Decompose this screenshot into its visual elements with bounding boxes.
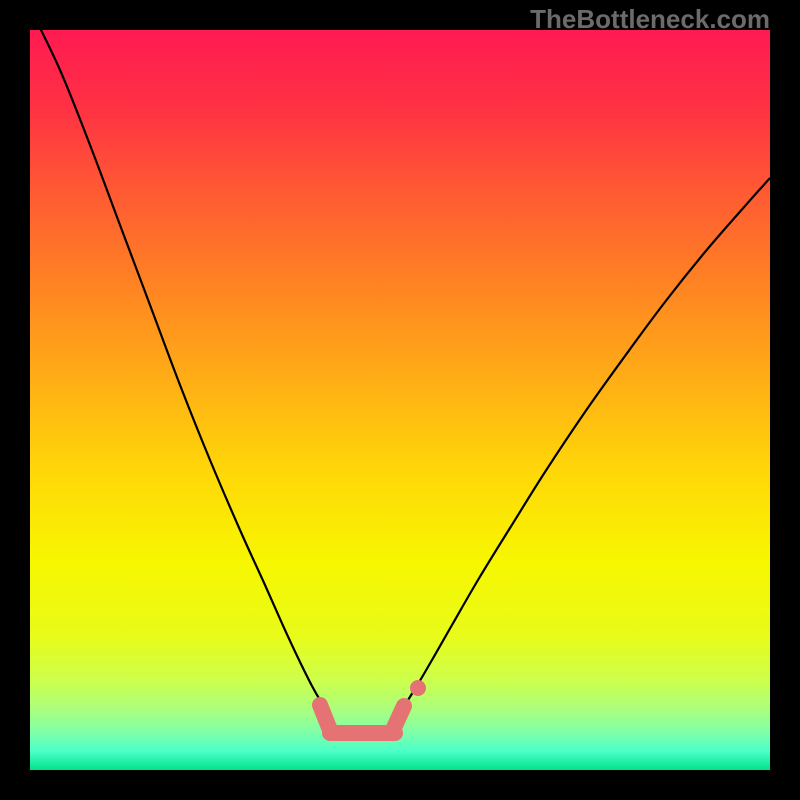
plot-area (30, 30, 770, 770)
bottom-mark-dot (410, 680, 426, 696)
chart-svg (0, 0, 800, 800)
curve-right (400, 178, 770, 712)
watermark-text: TheBottleneck.com (530, 4, 770, 35)
chart-frame: TheBottleneck.com (0, 0, 800, 800)
bottom-mark-2 (392, 706, 404, 732)
curve-left (30, 8, 328, 712)
